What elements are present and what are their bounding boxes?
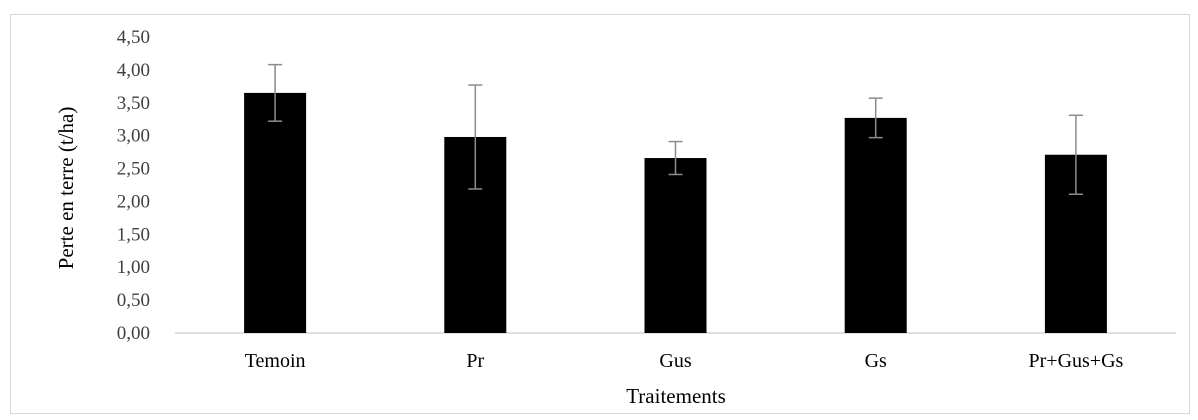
x-axis-category-labels: Temoin Pr Gus Gs Pr+Gus+Gs bbox=[245, 350, 1124, 372]
y-tick-label: 1,00 bbox=[117, 257, 150, 278]
y-tick-label: 0,00 bbox=[117, 323, 150, 344]
x-tick-label: Pr+Gus+Gs bbox=[1029, 350, 1124, 372]
y-tick-label: 3,50 bbox=[117, 93, 150, 114]
y-axis-ticks: 0,00 0,50 1,00 1,50 2,00 2,50 3,00 3,50 4,00 4,50 bbox=[117, 27, 150, 344]
bar bbox=[644, 158, 707, 333]
y-tick-label: 1,50 bbox=[117, 224, 150, 245]
x-tick-label: Gus bbox=[659, 350, 691, 372]
y-tick-label: 4,50 bbox=[117, 27, 150, 48]
x-tick-label: Pr bbox=[466, 350, 484, 372]
x-tick-label: Gs bbox=[865, 350, 887, 372]
bar bbox=[244, 92, 307, 334]
bars-group bbox=[244, 92, 1107, 334]
y-tick-label: 4,00 bbox=[117, 60, 150, 81]
y-tick-label: 0,50 bbox=[117, 290, 150, 311]
x-tick-label: Temoin bbox=[245, 350, 306, 372]
chart-frame bbox=[10, 14, 1190, 414]
y-tick-label: 3,00 bbox=[117, 126, 150, 147]
x-axis-title: Traitements bbox=[626, 384, 726, 408]
error-bars-group bbox=[268, 63, 1083, 195]
y-axis-title: Perte en terre (t/ha) bbox=[54, 107, 78, 270]
y-tick-label: 2,50 bbox=[117, 159, 150, 180]
bar bbox=[844, 117, 907, 333]
y-tick-label: 2,00 bbox=[117, 191, 150, 212]
